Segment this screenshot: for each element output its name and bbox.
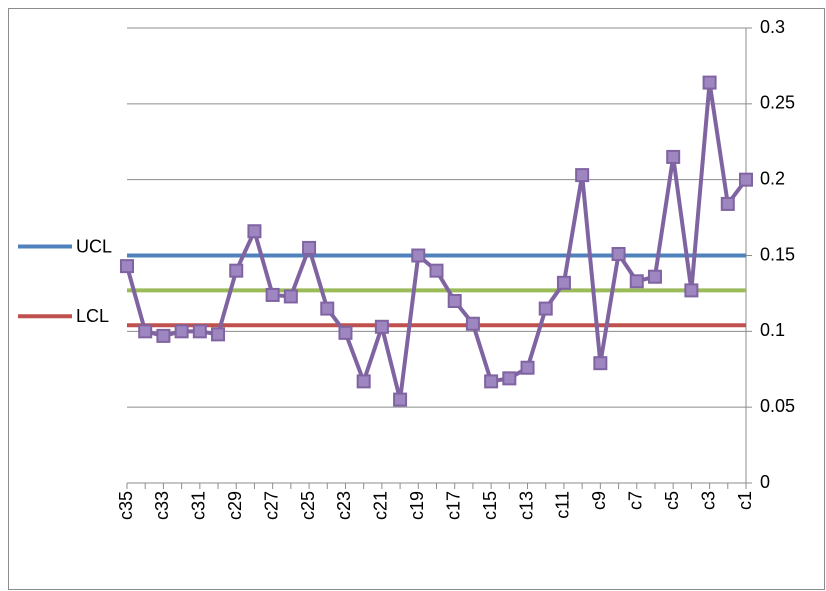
legend-label: UCL — [76, 236, 112, 256]
x-tick-label: c35 — [116, 491, 136, 520]
y-tick-label: 0.2 — [760, 168, 785, 188]
x-tick-label: c21 — [371, 491, 391, 520]
marker — [449, 295, 461, 307]
marker — [267, 289, 279, 301]
page: 0 0.05 0.1 0.15 0.2 0.25 0.3 c35 c33 c31 c29 c27 c25… — [0, 0, 826, 591]
chart: 0 0.05 0.1 0.15 0.2 0.25 0.3 c35 c33 c31 c29 c27 c25… — [0, 0, 826, 591]
marker — [358, 375, 370, 387]
marker — [157, 330, 169, 342]
x-tick-label: c3 — [698, 491, 718, 510]
x-tick-label: c17 — [443, 491, 463, 520]
x-tick-label: c9 — [589, 491, 609, 510]
x-tick-label: c13 — [516, 491, 536, 520]
marker — [394, 394, 406, 406]
x-tick-label: c15 — [480, 491, 500, 520]
marker — [649, 271, 661, 283]
marker — [248, 225, 260, 237]
marker — [503, 372, 515, 384]
marker — [285, 290, 297, 302]
y-tick-label: 0.15 — [760, 244, 795, 264]
marker — [321, 303, 333, 315]
x-tick-label: c5 — [662, 491, 682, 510]
marker — [139, 325, 151, 337]
y-tick-label: 0.1 — [760, 320, 785, 340]
x-tick-label: c1 — [735, 491, 755, 510]
y-tick-label: 0.25 — [760, 93, 795, 113]
y-tick-label: 0.05 — [760, 396, 795, 416]
marker — [540, 303, 552, 315]
marker — [376, 321, 388, 333]
marker — [522, 362, 534, 374]
marker — [667, 151, 679, 163]
marker — [412, 250, 424, 262]
marker — [740, 174, 752, 186]
x-tick-label: c11 — [553, 491, 573, 519]
x-tick-label: c27 — [261, 491, 281, 520]
marker — [339, 327, 351, 339]
y-tick-label: 0 — [760, 472, 770, 492]
x-tick-label: c19 — [407, 491, 427, 520]
y-tick-label: 0.3 — [760, 17, 785, 37]
marker — [212, 328, 224, 340]
marker — [121, 260, 133, 272]
marker — [576, 169, 588, 181]
marker — [704, 77, 716, 89]
marker — [594, 357, 606, 369]
x-tick-label: c7 — [626, 491, 646, 510]
marker — [431, 265, 443, 277]
x-tick-label: c25 — [298, 491, 318, 520]
marker — [631, 275, 643, 287]
legend-label: LCL — [76, 306, 109, 326]
marker — [176, 325, 188, 337]
x-tick-label: c29 — [225, 491, 245, 520]
marker — [558, 277, 570, 289]
marker — [303, 242, 315, 254]
marker — [194, 325, 206, 337]
marker — [685, 284, 697, 296]
marker — [467, 318, 479, 330]
marker — [613, 248, 625, 260]
marker — [230, 265, 242, 277]
x-tick-label: c23 — [334, 491, 354, 520]
marker — [722, 198, 734, 210]
x-tick-label: c31 — [189, 491, 209, 520]
x-tick-label: c33 — [152, 491, 172, 520]
marker — [485, 375, 497, 387]
